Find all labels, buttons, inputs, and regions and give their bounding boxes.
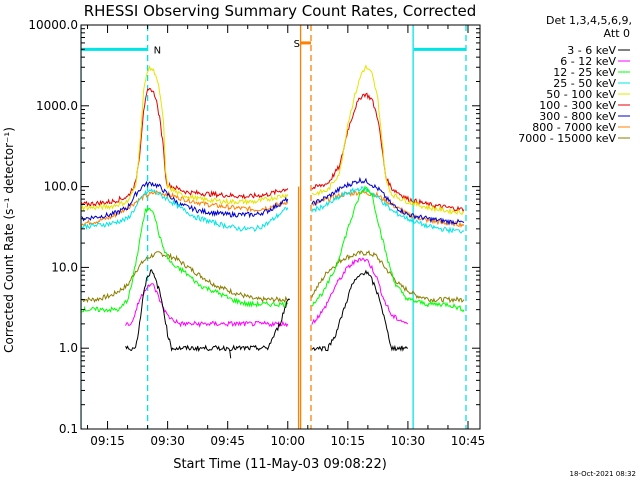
chart-title: RHESSI Observing Summary Count Rates, Co…: [84, 2, 477, 20]
y-axis-label: Corrected Count Rate (s⁻¹ detector⁻¹): [2, 127, 16, 353]
series-line-7-0: [81, 189, 289, 227]
series-line-2-0: [81, 206, 289, 313]
legend-label: 50 - 100 keV: [546, 88, 616, 101]
legend-label: 800 - 7000 keV: [532, 121, 616, 134]
series-line-4-1: [311, 64, 465, 216]
y-tick-label: 100.0: [44, 180, 78, 194]
legend-label: 6 - 12 keV: [560, 55, 616, 68]
series-line-4-0: [81, 64, 289, 212]
y-tick-label: 10.0: [51, 260, 78, 274]
legend-label: 12 - 25 keV: [553, 66, 616, 79]
axes-layer: 10000.0 1000.0 100.0 10.0 1.0 0.1 09:15 09:30 09…: [28, 18, 485, 448]
series-line-1-1: [311, 257, 409, 325]
series-line-6-0: [81, 180, 289, 222]
y-tick-label: 0.1: [59, 422, 78, 436]
x-tick-label: 09:30: [150, 434, 185, 448]
flag-label-2: S: [294, 39, 300, 50]
legend-label: 300 - 800 keV: [539, 110, 616, 123]
annotation-layer: [81, 25, 467, 429]
series-layer: [81, 64, 465, 352]
y-tick-label: 1.0: [59, 341, 78, 355]
x-tick-label: 09:15: [90, 434, 125, 448]
x-tick-label: 10:45: [451, 434, 486, 448]
series-line-0-0: [125, 269, 291, 352]
x-tick-label: 09:45: [210, 434, 245, 448]
x-axis-label: Start Time (11-May-03 09:08:22): [173, 457, 387, 472]
series-line-8-1: [311, 250, 465, 304]
y-tick-label: 1000.0: [36, 99, 78, 113]
plot-frame: [80, 24, 481, 430]
series-line-0-1: [311, 269, 408, 352]
series-line-6-1: [311, 176, 465, 226]
legend-label: 25 - 50 keV: [553, 77, 616, 90]
series-line-3-1: [311, 185, 465, 235]
series-line-2-1: [311, 185, 465, 313]
x-tick-label: 10:00: [270, 434, 305, 448]
legend-label: 100 - 300 keV: [539, 99, 616, 112]
mark-0: [229, 349, 232, 359]
series-line-7-1: [311, 189, 465, 229]
series-line-1-0: [125, 283, 289, 328]
y-tick-label: 10000.0: [28, 18, 78, 32]
legend-title: Det 1,3,4,5,6,9,: [546, 14, 632, 27]
series-line-3-0: [81, 188, 289, 233]
x-tick-label: 10:30: [391, 434, 426, 448]
series-line-5-0: [81, 87, 289, 208]
legend-label: 7000 - 15000 keV: [518, 132, 616, 145]
x-tick-label: 10:15: [331, 434, 366, 448]
legend-label: 3 - 6 keV: [567, 44, 616, 57]
flag-label-0: N: [154, 45, 161, 56]
timestamp: 18-Oct-2021 08:32: [570, 470, 636, 478]
series-line-8-0: [81, 251, 288, 304]
legend-subtitle: Att 0: [604, 27, 630, 40]
series-line-5-1: [311, 92, 465, 213]
